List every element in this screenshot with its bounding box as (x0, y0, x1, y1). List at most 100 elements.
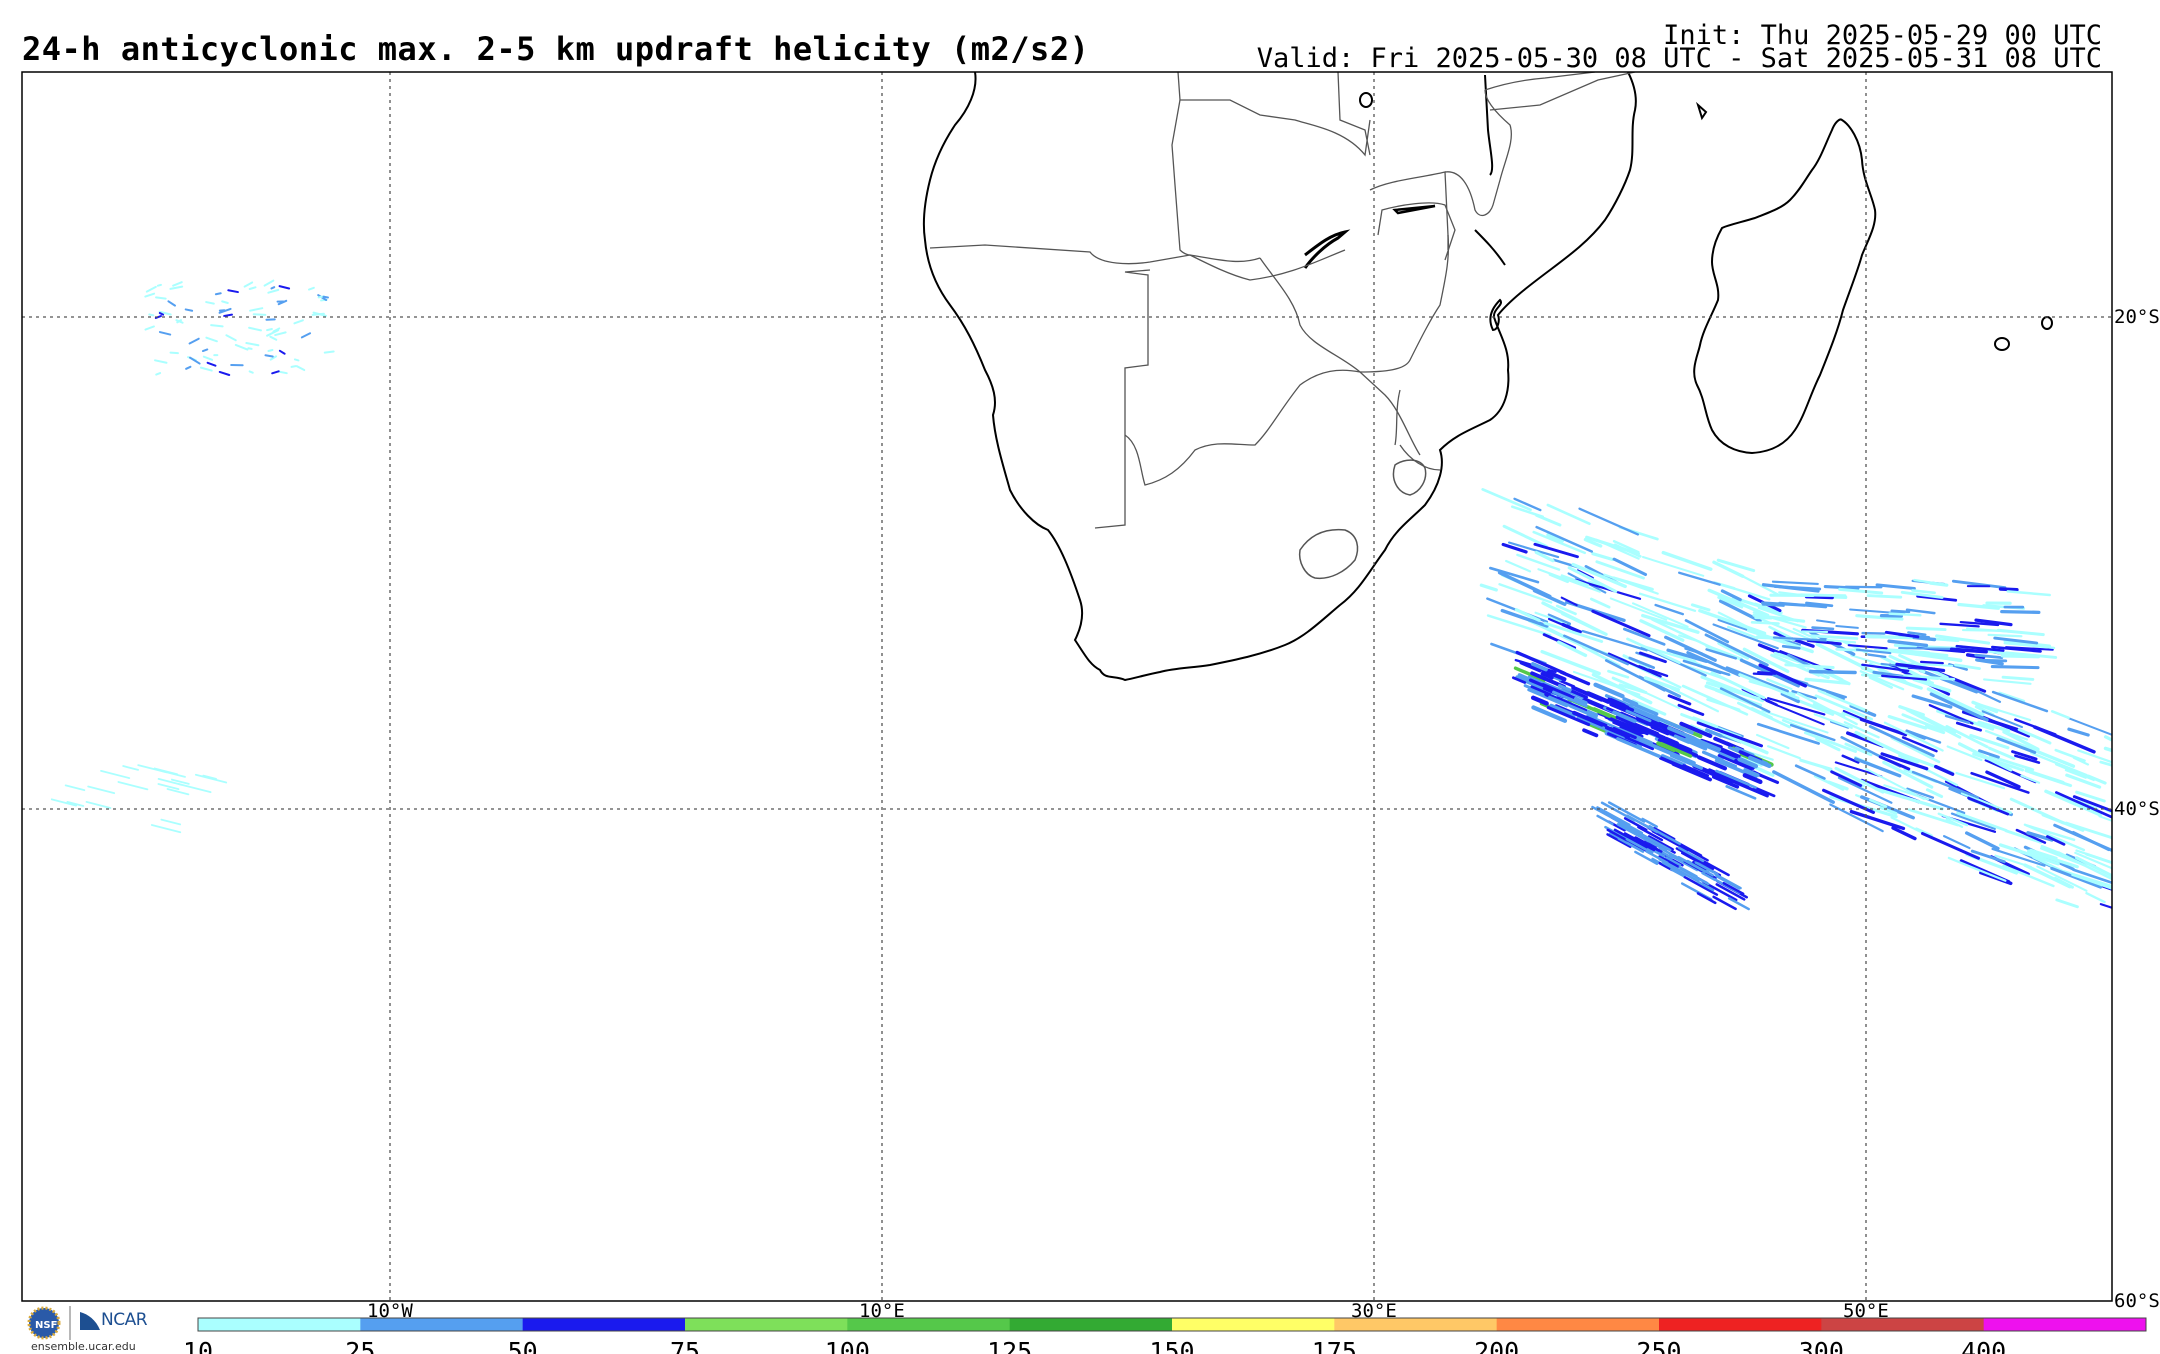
helicity-streak (1929, 692, 1989, 722)
colorbar-swatch (847, 1318, 1011, 1331)
helicity-streak (1684, 737, 1707, 749)
helicity-streak (267, 349, 274, 353)
helicity-streak (1572, 670, 1641, 696)
helicity-streak (223, 313, 233, 317)
helicity-streak (1813, 713, 1853, 729)
helicity-streak (1920, 831, 1981, 860)
helicity-streak (300, 332, 312, 339)
colorbar-swatch (522, 1318, 686, 1331)
helicity-streak (1849, 809, 1906, 831)
helicity-streak (1742, 773, 1763, 785)
helicity-streak (1531, 705, 1568, 723)
helicity-streak (1530, 662, 1548, 672)
helicity-streak (1534, 550, 1555, 563)
helicity-streak (1596, 814, 1614, 826)
helicity-streak (1855, 614, 1904, 621)
helicity-streak (2053, 876, 2074, 889)
helicity-streak (1884, 630, 1920, 639)
helicity-streak (1563, 634, 1629, 666)
helicity-streak (1641, 817, 1658, 828)
helicity-streak (2103, 746, 2112, 753)
helicity-streak (1497, 570, 1552, 599)
helicity-streak (1584, 715, 1608, 728)
helicity-streak (2006, 590, 2051, 597)
helicity-streak (1794, 764, 1826, 780)
helicity-streak (2072, 795, 2112, 813)
lat-label-20s: 20°S (2114, 306, 2160, 328)
helicity-streak (1907, 631, 1927, 636)
helicity-streak (1683, 875, 1719, 896)
helicity-streak (1546, 533, 1564, 543)
colorbar-tick-label: 10 (183, 1337, 213, 1354)
helicity-streak (1878, 755, 1911, 771)
helicity-streak (1912, 677, 1952, 693)
helicity-streak (1622, 627, 1666, 646)
helicity-streak (2054, 791, 2112, 819)
helicity-streak (214, 292, 222, 296)
helicity-streak (194, 773, 228, 784)
helicity-streak (2046, 835, 2066, 846)
helicity-streak (1866, 594, 1903, 599)
helicity-streak (1530, 695, 1549, 706)
helicity-streak (150, 824, 182, 834)
helicity-streak (154, 315, 162, 319)
helicity-streak (1607, 801, 1646, 823)
helicity-streak (1882, 760, 1934, 789)
helicity-streak (158, 312, 165, 316)
helicity-streak (1560, 574, 1590, 587)
helicity-streak (144, 325, 155, 331)
helicity-streak (1540, 671, 1554, 680)
ncar-logo-text: NCAR (101, 1310, 148, 1330)
helicity-streak (1698, 609, 1767, 636)
helicity-streak (1742, 647, 1790, 674)
helicity-streak (1970, 771, 2030, 794)
helicity-streak (2072, 756, 2090, 766)
helicity-streak (1817, 689, 1869, 713)
helicity-streak (1865, 634, 1913, 640)
helicity-streak (1664, 635, 1717, 662)
colorbar-swatch (360, 1318, 524, 1331)
helicity-streak (1612, 710, 1637, 724)
helicity-streak (184, 308, 194, 312)
helicity-streak (144, 292, 156, 298)
helicity-streak (1998, 587, 2019, 592)
helicity-streak (1955, 644, 2005, 652)
helicity-streak (158, 331, 172, 336)
helicity-streak (1667, 694, 1692, 706)
helicity-streak (1746, 628, 1814, 654)
helicity-streak (1988, 754, 2035, 772)
helicity-streak (1498, 583, 1553, 604)
helicity-streak (2015, 828, 2047, 844)
ncar-logo (80, 1312, 100, 1330)
helicity-streak (1682, 659, 1731, 676)
map-title: 24-h anticyclonic max. 2-5 km updraft he… (22, 30, 1090, 68)
helicity-streak (1486, 614, 1552, 637)
helicity-streak (1686, 651, 1741, 677)
helicity-streak (1928, 703, 1974, 725)
helicity-streak (1626, 637, 1681, 664)
helicity-streak (1794, 593, 1847, 598)
helicity-streak (1636, 831, 1672, 852)
helicity-streak (1707, 588, 1770, 617)
helicity-streak (1875, 648, 1926, 657)
helicity-streak (64, 784, 86, 792)
helicity-streak (1634, 836, 1663, 853)
helicity-streak (1847, 644, 1888, 650)
helicity-streak (1993, 636, 2039, 645)
colorbar: 10 25 50 75 100 125 150 175 200 250 300 400 (183, 1317, 2147, 1354)
helicity-streak (1771, 580, 1819, 586)
helicity-streak (1537, 568, 1602, 593)
helicity-streak (266, 329, 280, 337)
helicity-streak (1549, 703, 1577, 718)
helicity-streak (176, 319, 183, 324)
helicity-streak (1766, 745, 1801, 760)
helicity-streak (295, 365, 306, 372)
country-borders (929, 72, 1636, 529)
nsf-logo: NSF (27, 1306, 71, 1340)
helicity-streak (1658, 744, 1679, 756)
helicity-streak (307, 286, 315, 291)
helicity-streak (1548, 695, 1592, 716)
helicity-streak (166, 788, 190, 796)
helicity-streak (1781, 644, 1801, 650)
helicity-streak (1678, 866, 1698, 878)
